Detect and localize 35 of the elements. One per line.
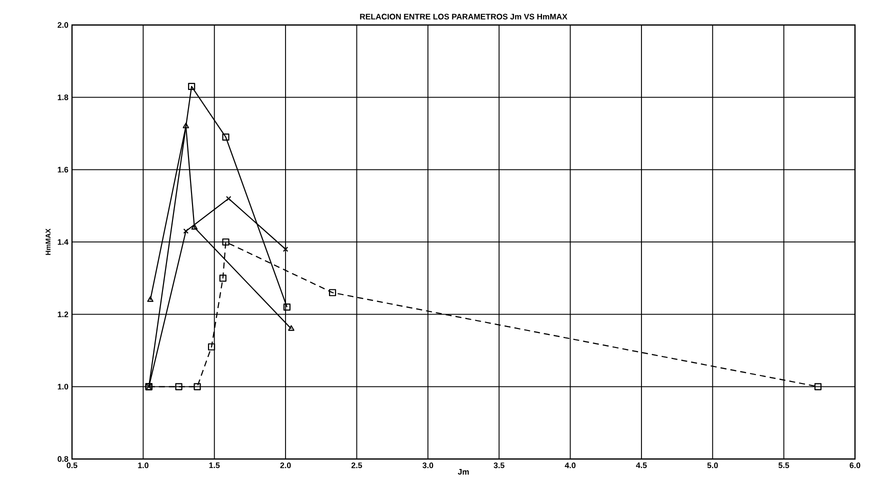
point bbox=[175, 383, 182, 390]
y-tick-label: 0.8 bbox=[58, 456, 68, 462]
y-tick-label: 1.4 bbox=[58, 239, 68, 245]
x-tick-label: 4.5 bbox=[636, 462, 647, 468]
x-tick-label: 6.0 bbox=[850, 462, 860, 468]
point bbox=[208, 343, 216, 350]
x-tick-label: 4.0 bbox=[564, 462, 576, 468]
y-tick-label: 1.0 bbox=[58, 384, 68, 390]
y-tick-label: 2.0 bbox=[58, 22, 68, 28]
point bbox=[222, 238, 230, 246]
point bbox=[219, 274, 226, 282]
x-axis-title: Jm bbox=[458, 469, 469, 475]
x-tick-label: 0.5 bbox=[66, 462, 78, 468]
point bbox=[194, 383, 201, 390]
point bbox=[182, 122, 190, 128]
point bbox=[328, 289, 336, 296]
x-tick-label: 3.0 bbox=[422, 462, 434, 468]
x-tick-label: 1.5 bbox=[209, 462, 220, 468]
point bbox=[191, 224, 198, 230]
point bbox=[183, 228, 189, 234]
x-tick-label: 5.0 bbox=[707, 462, 718, 468]
x-tick-label: 3.5 bbox=[494, 462, 504, 468]
y-tick-label: 1.6 bbox=[58, 166, 68, 172]
point bbox=[222, 134, 230, 141]
x-tick-label: 2.0 bbox=[280, 462, 291, 468]
y-tick-label: 1.8 bbox=[58, 94, 68, 100]
point bbox=[283, 304, 291, 311]
y-tick-label: 1.2 bbox=[58, 312, 68, 318]
point bbox=[188, 82, 196, 90]
chart-title: RELACION ENTRE LOS PARAMETROS Jm VS HmMAX bbox=[360, 14, 568, 20]
x-tick-label: 2.5 bbox=[351, 462, 362, 468]
point bbox=[226, 196, 232, 202]
x-tick-label: 5.5 bbox=[778, 462, 790, 468]
point bbox=[814, 383, 822, 390]
x-tick-label: 1.0 bbox=[138, 462, 148, 468]
